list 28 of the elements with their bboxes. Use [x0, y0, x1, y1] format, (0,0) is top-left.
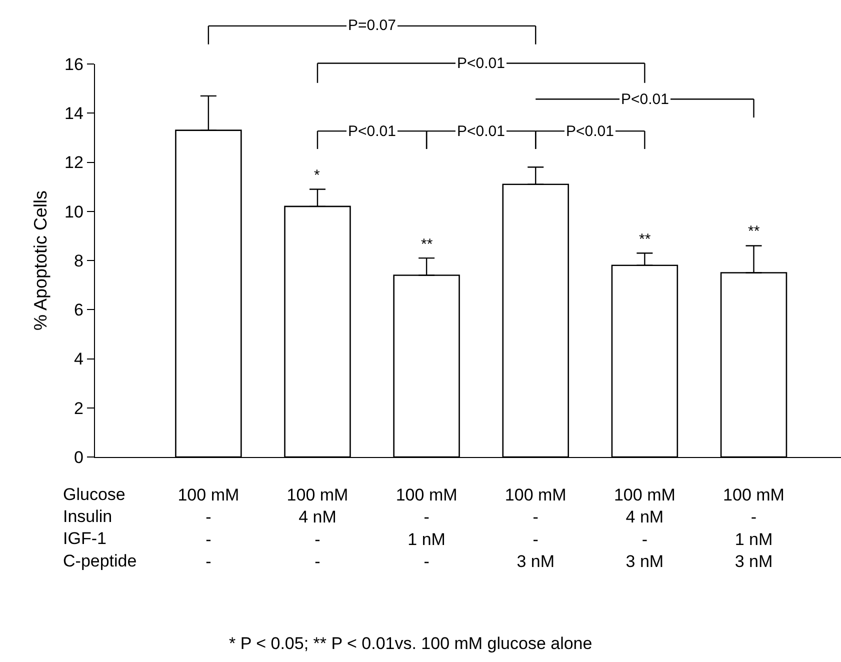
- data-label: **: [421, 236, 433, 253]
- annotation: P<0.01: [621, 91, 669, 108]
- x-tick-label: 100 mM - - -: [178, 486, 240, 571]
- y-axis-title: % Apoptotic Cells: [30, 190, 51, 331]
- y-tick-label: 2: [74, 398, 84, 418]
- x-axis-title: Glucose Insulin IGF-1 C-peptide: [63, 485, 137, 570]
- y-tick-label: 10: [64, 202, 84, 222]
- data-label: *: [314, 167, 320, 184]
- y-tick-label: 12: [64, 153, 84, 172]
- x-tick-label: 100 mM - - 3 nM: [504, 486, 566, 571]
- data-label: **: [639, 231, 651, 248]
- y-tick-label: 0: [74, 448, 84, 467]
- x-tick-label: 100 mM - 1 nM -: [396, 486, 458, 571]
- x-tick-label: 100 mM 4 nM - 3 nM: [614, 486, 676, 571]
- y-tick-label: 8: [74, 251, 84, 270]
- annotation: P<0.01: [457, 55, 505, 72]
- annotation: P<0.01: [457, 123, 505, 140]
- x-tick-label: 100 mM 4 nM - -: [286, 486, 348, 571]
- annotation: P<0.01: [348, 123, 396, 140]
- annotation: P<0.01: [566, 123, 614, 140]
- data-label: **: [748, 223, 760, 240]
- y-tick-label: 16: [64, 54, 84, 74]
- y-tick-label: 14: [64, 104, 84, 124]
- y-tick-label: 6: [74, 300, 84, 320]
- text: * P < 0.05; ** P < 0.01vs. 100 mM glucose alone: [229, 634, 592, 653]
- text: P=0.07: [348, 17, 396, 34]
- y-tick-label: 4: [74, 350, 84, 369]
- x-tick-label: 100 mM - 1 nM 3 nM: [723, 486, 784, 571]
